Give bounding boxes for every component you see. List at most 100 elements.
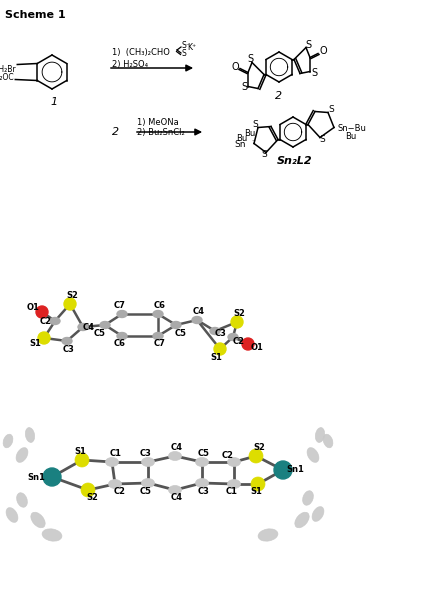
- Text: 2: 2: [112, 127, 120, 137]
- Ellipse shape: [168, 452, 181, 461]
- Text: 2) H₂SO₄: 2) H₂SO₄: [112, 60, 148, 70]
- Ellipse shape: [295, 512, 309, 528]
- Text: C4: C4: [171, 494, 183, 502]
- Text: S2: S2: [86, 494, 98, 502]
- Ellipse shape: [153, 310, 163, 318]
- Circle shape: [249, 449, 263, 463]
- Text: S1: S1: [74, 447, 86, 456]
- Circle shape: [242, 338, 254, 350]
- Text: C6: C6: [154, 301, 166, 310]
- Circle shape: [231, 316, 243, 328]
- Ellipse shape: [153, 332, 163, 340]
- Ellipse shape: [106, 458, 118, 467]
- Text: 2) Bu₂SnCl₂: 2) Bu₂SnCl₂: [137, 128, 185, 137]
- Text: COCH₂Br: COCH₂Br: [0, 65, 16, 75]
- Ellipse shape: [141, 458, 155, 467]
- Text: Sn1: Sn1: [27, 474, 45, 483]
- Text: Scheme 1: Scheme 1: [5, 10, 66, 20]
- Text: BrCH₂OC: BrCH₂OC: [0, 73, 14, 82]
- Circle shape: [251, 477, 265, 491]
- Text: Bu: Bu: [236, 134, 248, 143]
- Ellipse shape: [227, 458, 240, 467]
- Ellipse shape: [307, 448, 319, 463]
- Text: S2: S2: [253, 444, 265, 453]
- Text: S: S: [319, 135, 325, 144]
- Ellipse shape: [62, 337, 72, 345]
- Text: 2: 2: [275, 91, 282, 101]
- Ellipse shape: [303, 491, 313, 505]
- Text: C3: C3: [140, 450, 152, 458]
- Text: O1: O1: [250, 343, 264, 351]
- Text: O: O: [319, 46, 327, 56]
- Text: C3: C3: [215, 329, 227, 337]
- Text: S1: S1: [29, 338, 41, 348]
- Ellipse shape: [228, 334, 238, 340]
- Text: C3: C3: [198, 486, 210, 496]
- Text: C1: C1: [226, 488, 238, 497]
- Ellipse shape: [25, 428, 35, 442]
- Text: C7: C7: [114, 301, 126, 310]
- Ellipse shape: [315, 428, 325, 442]
- Ellipse shape: [16, 448, 28, 463]
- Circle shape: [36, 306, 48, 318]
- Ellipse shape: [6, 508, 18, 522]
- Ellipse shape: [258, 529, 278, 541]
- Text: C5: C5: [94, 329, 106, 337]
- Text: S: S: [328, 105, 334, 114]
- Circle shape: [214, 343, 226, 355]
- Text: Sn₂L2: Sn₂L2: [277, 156, 313, 166]
- Circle shape: [75, 453, 89, 467]
- Text: S: S: [261, 150, 267, 159]
- Ellipse shape: [168, 486, 181, 494]
- Text: S⁻: S⁻: [182, 40, 191, 49]
- Text: S: S: [305, 40, 311, 49]
- Text: C4: C4: [83, 323, 95, 332]
- Text: S: S: [311, 67, 317, 78]
- Text: Bu: Bu: [244, 129, 256, 138]
- Text: C2: C2: [222, 450, 234, 459]
- Text: C3: C3: [63, 345, 75, 354]
- Ellipse shape: [312, 507, 324, 521]
- Ellipse shape: [117, 310, 127, 318]
- Text: 1) MeONa: 1) MeONa: [137, 117, 179, 126]
- Ellipse shape: [141, 478, 155, 488]
- Text: C6: C6: [114, 340, 126, 348]
- Text: S1: S1: [250, 488, 262, 497]
- Text: 1: 1: [51, 97, 58, 107]
- Text: S: S: [247, 54, 253, 65]
- Text: C4: C4: [193, 307, 205, 316]
- Text: S: S: [182, 49, 187, 59]
- Circle shape: [64, 298, 76, 310]
- Text: ⁻: ⁻: [252, 139, 256, 145]
- Text: O: O: [231, 62, 239, 71]
- Ellipse shape: [42, 529, 62, 541]
- Ellipse shape: [117, 332, 127, 340]
- Text: C5: C5: [140, 486, 152, 496]
- Text: C1: C1: [110, 450, 122, 458]
- Text: Sn−Bu: Sn−Bu: [338, 124, 367, 133]
- Text: C7: C7: [154, 340, 166, 348]
- Text: K⁺: K⁺: [187, 43, 196, 53]
- Ellipse shape: [31, 512, 45, 528]
- Text: C4: C4: [171, 444, 183, 453]
- Ellipse shape: [78, 323, 88, 331]
- Text: S1: S1: [210, 353, 222, 362]
- Ellipse shape: [50, 318, 60, 324]
- Ellipse shape: [171, 321, 181, 329]
- Text: S: S: [241, 82, 247, 92]
- Ellipse shape: [3, 434, 13, 448]
- Text: Sn: Sn: [234, 140, 246, 149]
- Text: C5: C5: [198, 450, 210, 458]
- Ellipse shape: [210, 327, 220, 334]
- Circle shape: [43, 468, 61, 486]
- Circle shape: [81, 483, 95, 497]
- Text: C2: C2: [40, 318, 52, 326]
- Text: S2: S2: [66, 291, 78, 301]
- Ellipse shape: [100, 321, 110, 329]
- Text: C2: C2: [114, 486, 126, 496]
- Text: C5: C5: [175, 329, 187, 337]
- Circle shape: [274, 461, 292, 479]
- Text: 1)  (CH₃)₂CHO: 1) (CH₃)₂CHO: [112, 48, 170, 57]
- Text: S2: S2: [233, 310, 245, 318]
- Ellipse shape: [195, 458, 208, 467]
